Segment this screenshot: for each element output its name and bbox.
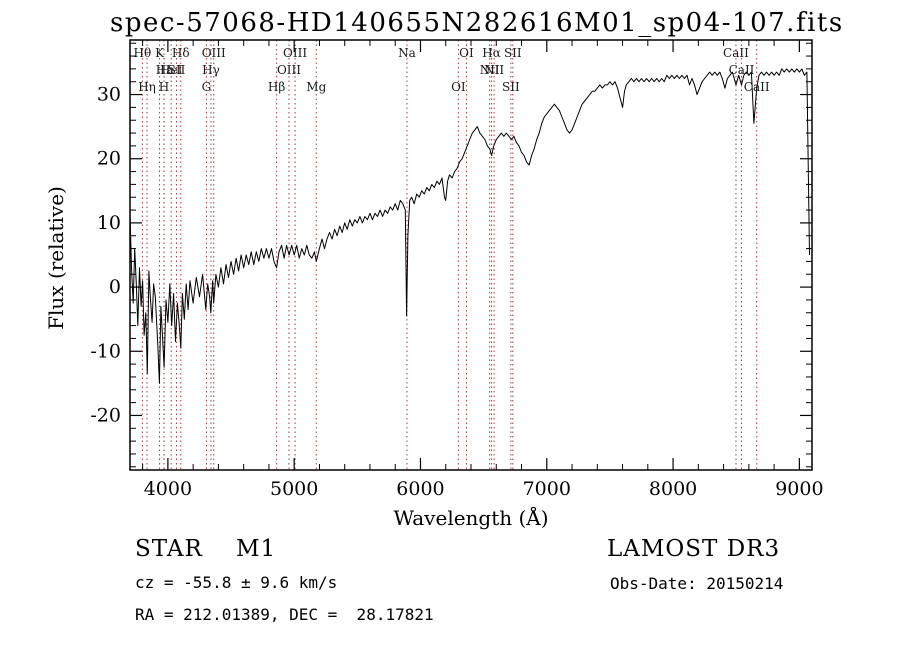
spectrum-trace	[129, 68, 810, 384]
y-tick-label: 30	[97, 84, 121, 106]
spectral-line-label: Mg	[306, 80, 326, 94]
y-tick-label: 0	[109, 276, 121, 298]
y-tick-label: -20	[90, 404, 121, 426]
plot-title: spec-57068-HD140655N282616M01_sp04-107.f…	[110, 8, 844, 38]
redshift-velocity-label: cz = -55.8 ± 9.6 km/s	[135, 573, 338, 592]
spectral-line-label: K	[155, 46, 165, 60]
spectral-line-label: CaII	[729, 63, 755, 77]
survey-release-label: LAMOST DR3	[607, 536, 781, 562]
obs-date-label: Obs-Date: 20150214	[610, 574, 784, 593]
y-tick-label: 10	[97, 212, 121, 234]
spectral-line-label: Hβ	[268, 80, 285, 94]
x-tick-label: 8000	[649, 478, 697, 500]
spectral-line-label: NII	[484, 63, 504, 77]
spectral-line-label: OI	[451, 80, 466, 94]
spectral-line-label: CaII	[723, 46, 749, 60]
spectral-line-label: NII	[480, 63, 500, 77]
spectral-line-label: Na	[398, 46, 416, 60]
spectral-line-label: SII	[168, 63, 186, 77]
plot-frame	[129, 39, 813, 471]
spectral-line-label: SII	[502, 80, 520, 94]
spectral-line-label: OI	[459, 46, 474, 60]
y-axis-label: Flux (relative)	[44, 186, 68, 330]
ra-dec-label: RA = 212.01389, DEC = 28.17821	[135, 605, 434, 624]
spectral-line-label: Hθ	[134, 46, 152, 60]
y-tick-label: -10	[90, 340, 121, 362]
spectral-line-label: OIII	[283, 46, 307, 60]
x-tick-label: 6000	[396, 478, 444, 500]
spectral-line-label: CaII	[744, 80, 770, 94]
spectral-line-label: Hδ	[172, 46, 190, 60]
spectral-line-label: Hγ	[202, 63, 220, 77]
spectral-line-label: G	[202, 80, 212, 94]
object-class-label: STAR M1	[135, 536, 277, 562]
x-tick-label: 9000	[775, 478, 823, 500]
spectral-line-label: Hα	[482, 46, 501, 60]
spectral-line-label: SII	[504, 46, 522, 60]
spectral-line-label: OIII	[202, 46, 226, 60]
spectral-line-label: Hε	[156, 63, 173, 77]
x-axis-label: Wavelength (Å)	[393, 506, 549, 530]
x-tick-label: 4000	[144, 478, 192, 500]
x-tick-label: 7000	[523, 478, 571, 500]
y-tick-label: 20	[97, 148, 121, 170]
spectral-line-label: H	[159, 80, 169, 94]
spectral-line-label: OIII	[277, 63, 301, 77]
x-tick-label: 5000	[270, 478, 318, 500]
spectral-line-label: HeI	[160, 63, 183, 77]
spectral-line-label: Hη	[138, 80, 156, 94]
